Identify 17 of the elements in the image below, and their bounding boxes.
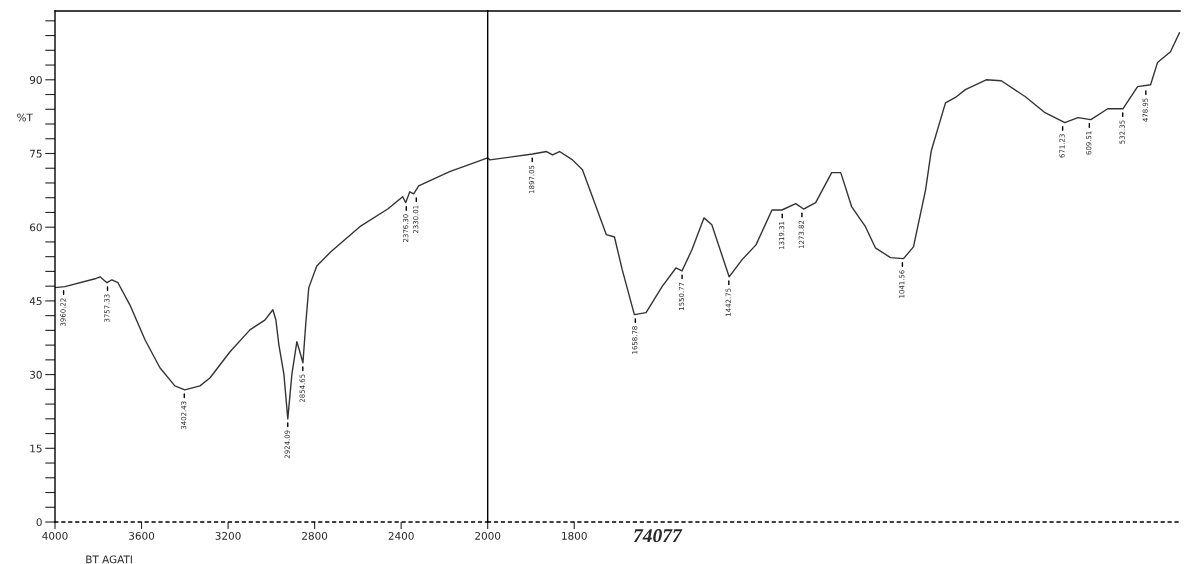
y-axis-title: %T xyxy=(17,113,33,122)
text: 74077 xyxy=(633,529,683,543)
y-tick-label: 75 xyxy=(30,149,42,158)
x-tick-label: 2800 xyxy=(302,531,328,540)
x-tick-label: 3200 xyxy=(215,531,241,540)
x-tick-label: 2000 xyxy=(475,531,501,540)
x-axis-title: BT AGATI xyxy=(86,555,132,564)
y-tick-label: 60 xyxy=(29,223,42,232)
y-tick-label: 30 xyxy=(30,370,42,379)
x-tick-label: 3600 xyxy=(129,531,155,540)
y-tick-label: 15 xyxy=(30,444,42,453)
y-tick-label: 0 xyxy=(36,518,42,527)
y-tick-label: 45 xyxy=(29,297,42,305)
x-tick-label: 4000 xyxy=(42,531,68,540)
y-tick-label: 90 xyxy=(29,76,42,84)
x-tick-label: 2400 xyxy=(388,531,414,540)
x-tick-label: 1800 xyxy=(562,531,587,540)
